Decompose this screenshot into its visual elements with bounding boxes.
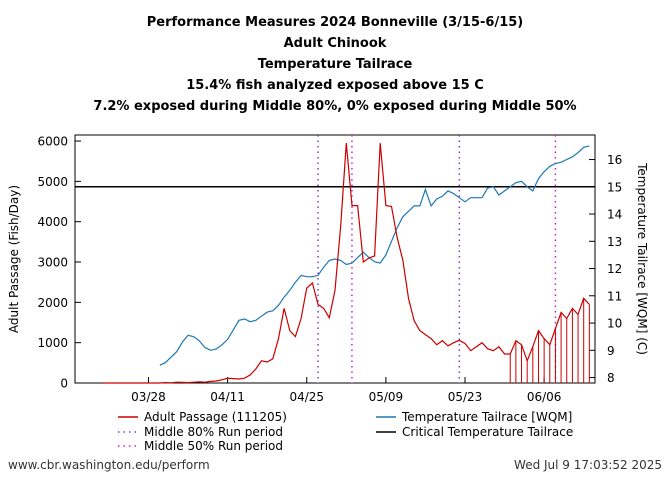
y-left-tick-label: 3000: [37, 256, 68, 270]
y-left-axis-title: Adult Passage (Fish/Day): [7, 185, 21, 333]
source-url[interactable]: www.cbr.washington.edu/perform: [8, 458, 210, 472]
y-right-tick-label: 9: [607, 344, 615, 358]
passage-series-line: [103, 143, 590, 384]
temperature-series-line: [159, 145, 590, 366]
y-right-axis-title: Temperature Tailrace [WQM] (C): [635, 162, 649, 355]
x-tick-label: 03/28: [131, 390, 166, 404]
timestamp: Wed Jul 9 17:03:52 2025: [514, 458, 662, 472]
y-left-tick-label: 6000: [37, 135, 68, 149]
y-right-tick-label: 12: [607, 262, 622, 276]
y-left-tick-label: 1000: [37, 336, 68, 350]
y-left-tick-label: 4000: [37, 215, 68, 229]
y-right-tick-label: 13: [607, 235, 622, 249]
chart-subtitle-middle: 7.2% exposed during Middle 80%, 0% expos…: [93, 99, 577, 114]
y-right-tick-label: 15: [607, 180, 622, 194]
y-right-tick-label: 14: [607, 208, 622, 222]
legend-label: Critical Temperature Tailrace: [402, 425, 573, 439]
x-tick-label: 04/25: [289, 390, 324, 404]
chart-subtitle-species: Adult Chinook: [283, 36, 387, 51]
chart-subtitle-exposed: 15.4% fish analyzed exposed above 15 C: [186, 78, 484, 93]
x-tick-label: 05/23: [448, 390, 483, 404]
y-left-tick-label: 2000: [37, 296, 68, 310]
legend-label: Middle 50% Run period: [144, 439, 283, 453]
x-tick-label: 05/09: [369, 390, 404, 404]
y-left-tick-label: 0: [60, 377, 68, 391]
legend-label: Temperature Tailrace [WQM]: [401, 410, 572, 424]
y-right-tick-label: 10: [607, 317, 622, 331]
legend-label: Adult Passage (111205): [144, 410, 287, 424]
y-right-tick-label: 11: [607, 289, 622, 303]
plot-frame: [74, 134, 596, 384]
chart-title: Performance Measures 2024 Bonneville (3/…: [146, 15, 524, 30]
x-tick-label: 04/11: [210, 390, 245, 404]
chart-titles: Performance Measures 2024 Bonneville (3/…: [0, 12, 670, 117]
legend-label: Middle 80% Run period: [144, 425, 283, 439]
y-left-tick-label: 5000: [37, 175, 68, 189]
y-right-tick-label: 16: [607, 153, 622, 167]
y-right-tick-label: 8: [607, 371, 615, 385]
x-tick-label: 06/06: [527, 390, 562, 404]
chart-subtitle-measure: Temperature Tailrace: [257, 57, 413, 72]
